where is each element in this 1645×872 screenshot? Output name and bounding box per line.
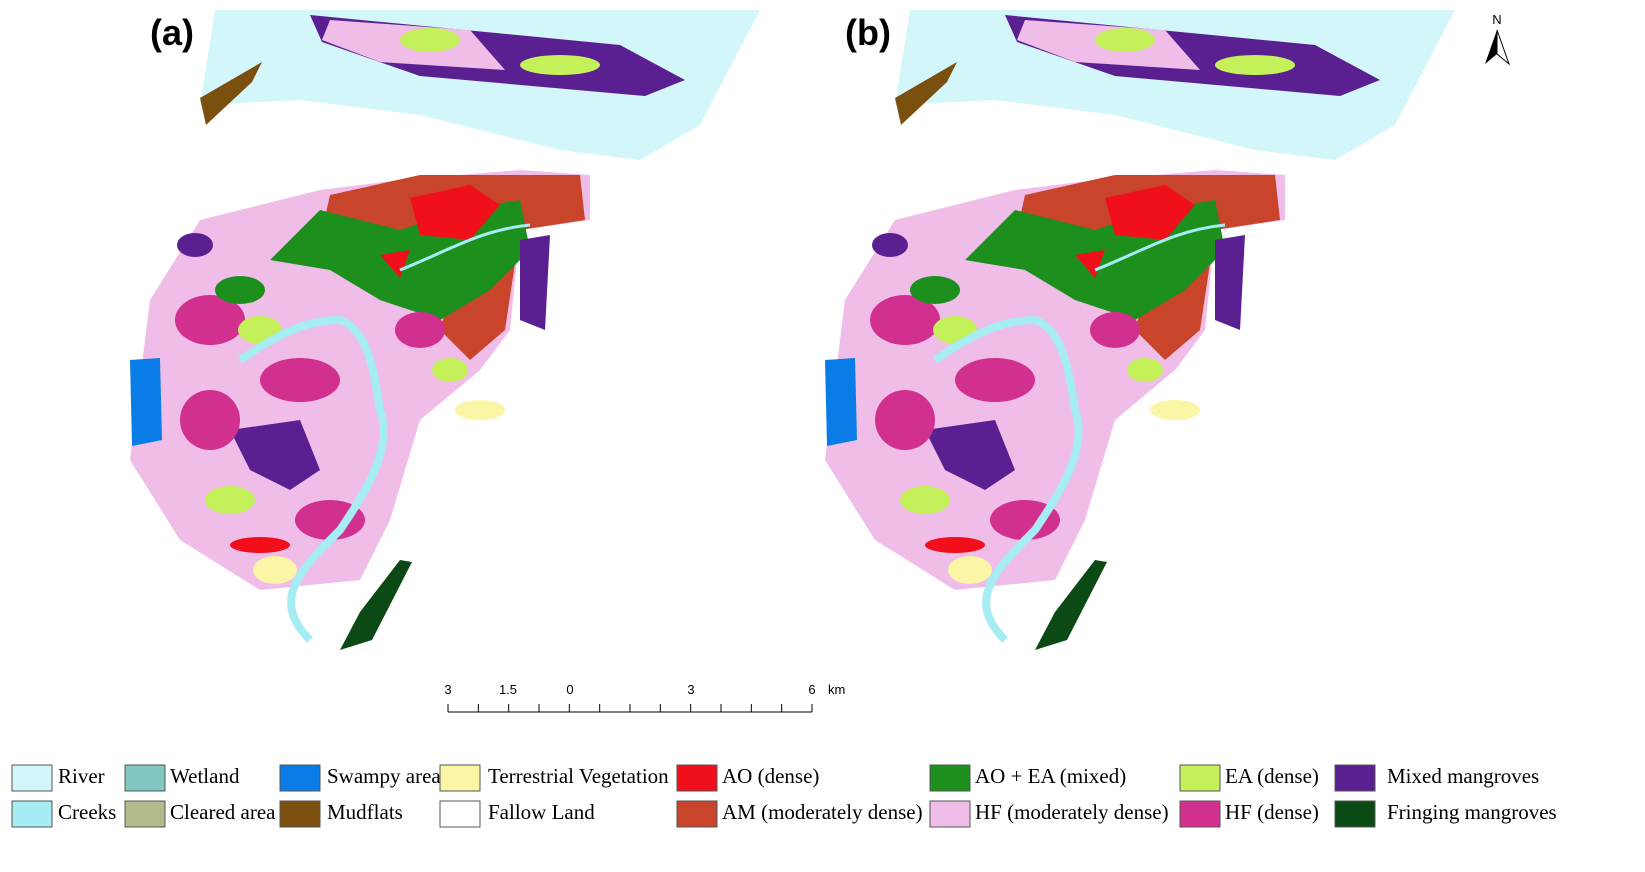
legend-swatch — [440, 801, 480, 827]
legend-label: Swampy area — [327, 764, 441, 788]
legend-swatch — [1335, 765, 1375, 791]
legend-swatch — [1180, 765, 1220, 791]
legend-swatch — [677, 801, 717, 827]
legend-swatch — [12, 765, 52, 791]
legend-swatch — [280, 801, 320, 827]
legend-label: AO + EA (mixed) — [975, 764, 1126, 788]
legend-label: Creeks — [58, 800, 116, 824]
ao-patch — [230, 537, 290, 553]
legend-label: AM (moderately dense) — [722, 800, 923, 824]
legend-label: Mudflats — [327, 800, 403, 824]
figure: (a) (b) N 3 1.5 0 3 6 km River Creeks Wetland Cl… — [0, 0, 1645, 872]
scale-bar: 3 1.5 0 3 6 km — [444, 682, 845, 712]
legend-swatch — [280, 765, 320, 791]
ea-dense — [205, 486, 255, 514]
hf-dense — [260, 358, 340, 402]
map-panel — [130, 10, 760, 650]
hf-dense — [180, 390, 240, 450]
hf-dense — [395, 312, 445, 348]
island-ea — [400, 28, 460, 52]
legend-swatch — [440, 765, 480, 791]
terrestrial — [253, 556, 297, 584]
legend-swatch — [125, 765, 165, 791]
mixed-mangrove — [520, 235, 550, 330]
legend-swatch — [12, 801, 52, 827]
scale-label: 6 — [808, 682, 815, 697]
legend-swatch — [930, 765, 970, 791]
legend-swatch — [1180, 801, 1220, 827]
legend-label: River — [58, 764, 105, 788]
legend-label: Cleared area — [170, 800, 276, 824]
legend-label: Wetland — [170, 764, 240, 788]
island-ea — [520, 55, 600, 75]
scale-label: 3 — [687, 682, 694, 697]
legend: River Creeks Wetland Cleared area Swampy are… — [12, 764, 1557, 827]
legend-swatch — [930, 801, 970, 827]
legend-label: AO (dense) — [722, 764, 819, 788]
panel-label: (b) — [845, 12, 891, 53]
legend-label: EA (dense) — [1225, 764, 1319, 788]
legend-swatch — [677, 765, 717, 791]
legend-label: Mixed mangroves — [1387, 764, 1539, 788]
mixed-mangrove — [177, 233, 213, 257]
legend-swatch — [1335, 801, 1375, 827]
mixed-patch — [215, 276, 265, 304]
arrow-half — [1485, 30, 1497, 64]
north-label: N — [1492, 12, 1501, 27]
scale-label: 0 — [566, 682, 573, 697]
legend-label: Fallow Land — [488, 800, 595, 824]
scale-label: 1.5 — [499, 682, 517, 697]
map-panel — [825, 10, 1455, 650]
legend-swatch — [125, 801, 165, 827]
legend-label: Fringing mangroves — [1387, 800, 1557, 824]
arrow-half — [1497, 30, 1509, 64]
legend-label: Terrestrial Vegetation — [488, 764, 669, 788]
panel-label: (a) — [150, 12, 194, 53]
terrestrial — [455, 400, 505, 420]
scale-label: 3 — [444, 682, 451, 697]
swampy — [130, 358, 162, 446]
north-arrow: N — [1485, 12, 1509, 64]
ea-dense — [432, 358, 468, 382]
legend-label: HF (dense) — [1225, 800, 1319, 824]
legend-label: HF (moderately dense) — [975, 800, 1169, 824]
scale-unit: km — [828, 682, 845, 697]
